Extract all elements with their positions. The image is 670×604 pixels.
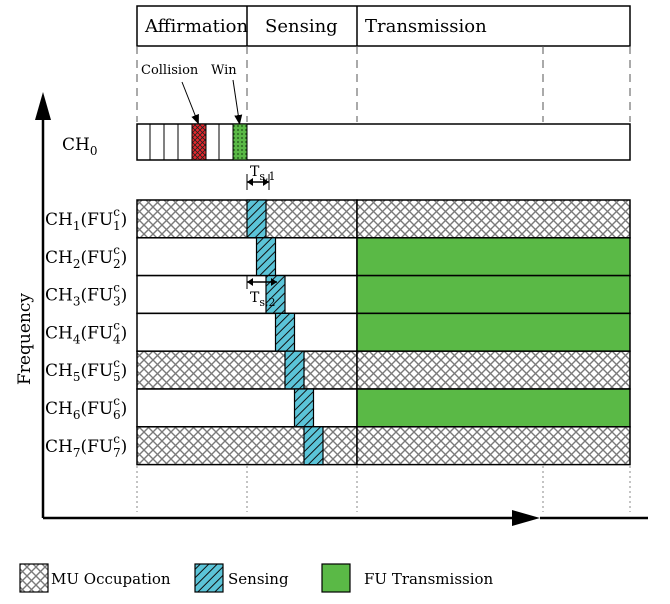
data-channels: CH1(FUc 1) CH2(FUc 2) CH3(FUc 3) CH4(FUc 4) CH5(… — [45, 199, 631, 466]
legend-label-fu: FU Transmission — [364, 570, 494, 588]
time-axis-arrow — [512, 510, 540, 526]
channel-2-pre-segment — [136, 237, 358, 277]
legend-swatch-fu — [321, 563, 351, 593]
collision-slot — [191, 123, 207, 161]
channel-row-5: CH5(FUc 5) — [45, 350, 631, 390]
channel-row-4: CH4(FUc 4) — [45, 312, 631, 352]
frequency-axis-label: Frequency — [15, 293, 35, 385]
channel-2-transmission-segment — [356, 237, 631, 277]
channel-2-sensing-block — [255, 237, 277, 277]
phase-sensing: Sensing — [265, 16, 338, 37]
channel-5-transmission-segment — [356, 350, 631, 390]
control-channel: CH0 — [62, 123, 631, 161]
channel-1-label: CH1(FUc 1) — [45, 205, 127, 233]
channel-7-sensing-block — [303, 426, 324, 466]
channel-row-1: CH1(FUc 1) — [45, 199, 631, 239]
legend-swatch-mu — [19, 563, 49, 593]
phase-header: Affirmation Sensing Transmission — [136, 5, 631, 47]
channel-row-3: CH3(FUc 3) — [45, 274, 631, 315]
channel-4-pre-segment — [136, 312, 358, 352]
win-arrow — [232, 79, 243, 125]
channel-7-pre-segment — [136, 426, 358, 466]
phase-affirmation: Affirmation — [144, 16, 248, 37]
legend: MU Occupation Sensing FU Transmission — [19, 563, 494, 593]
collision-arrow — [181, 81, 199, 125]
callouts: Collision Win — [141, 63, 243, 125]
time-guides — [136, 46, 631, 122]
channel-1-transmission-segment — [356, 199, 631, 239]
channel-row-6: CH6(FUc 6) — [45, 388, 631, 428]
ts1-label: Ts,1 — [250, 164, 275, 183]
ts2-annotation: Ts,2 — [246, 275, 277, 309]
channel-7-transmission-segment — [356, 426, 631, 466]
channel-row-2: CH2(FUc 2) — [45, 237, 631, 277]
channel-5-sensing-block — [284, 350, 305, 390]
channel-5-label: CH5(FUc 5) — [45, 356, 127, 384]
frequency-axis-arrow — [35, 92, 51, 120]
channel-row-7: CH7(FUc 7) — [45, 426, 631, 466]
control-channel-label: CH0 — [62, 135, 97, 158]
legend-label-sensing: Sensing — [228, 570, 289, 588]
ts2-label: Ts,2 — [250, 290, 275, 309]
channel-6-transmission-segment — [356, 388, 631, 428]
channel-3-transmission-segment — [356, 274, 631, 315]
channel-4-transmission-segment — [356, 312, 631, 352]
legend-swatch-sensing — [194, 563, 224, 593]
channel-4-label: CH4(FUc 4) — [45, 318, 127, 346]
axes: Frequency — [15, 92, 648, 526]
channel-4-sensing-block — [274, 312, 296, 352]
phase-transmission: Transmission — [365, 16, 487, 37]
channel-3-label: CH3(FUc 3) — [45, 281, 127, 309]
channel-2-label: CH2(FUc 2) — [45, 243, 127, 271]
channel-6-label: CH6(FUc 6) — [45, 394, 127, 422]
legend-label-mu: MU Occupation — [51, 570, 171, 588]
time-guides-lower — [136, 466, 631, 512]
win-slot — [232, 123, 248, 161]
ts1-annotation: Ts,1 — [246, 164, 275, 190]
channel-6-pre-segment — [136, 388, 358, 428]
channel-1-sensing-block — [246, 199, 267, 239]
channel-6-sensing-block — [293, 388, 315, 428]
channel-7-label: CH7(FUc 7) — [45, 432, 127, 460]
channel-5-pre-segment — [136, 350, 358, 390]
collision-label: Collision — [141, 63, 199, 78]
win-label: Win — [211, 63, 237, 78]
control-channel-bar — [136, 123, 631, 161]
